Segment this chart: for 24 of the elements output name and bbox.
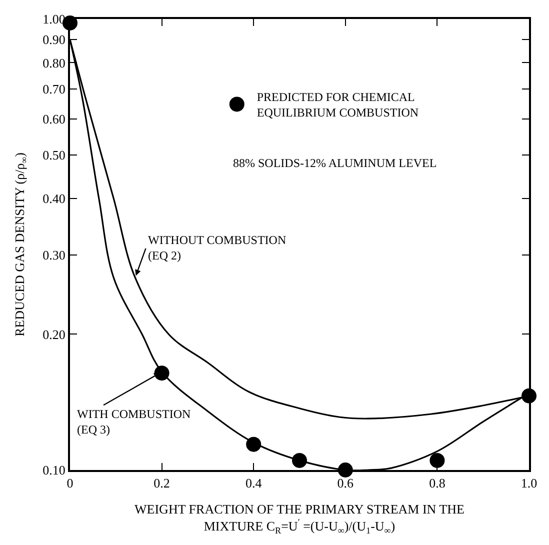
y-tick-label: 0.60 bbox=[42, 112, 66, 127]
x-tick-label: 0.6 bbox=[337, 476, 354, 491]
x-tick-label: 0.4 bbox=[245, 476, 262, 491]
point bbox=[246, 436, 262, 452]
point bbox=[430, 452, 445, 468]
y-tick-label: 0.80 bbox=[42, 55, 66, 70]
y-tick-label: 0.70 bbox=[42, 81, 66, 96]
series-label: WITHOUT COMBUSTION (EQ 2) bbox=[148, 233, 286, 263]
y-tick-label: 0.30 bbox=[42, 247, 66, 262]
x-tick-label: 0.8 bbox=[429, 476, 446, 491]
point bbox=[154, 366, 170, 381]
x-tick-label: 1.0 bbox=[520, 476, 538, 491]
annotation: 88% SOLIDS-12% ALUMINUM LEVEL bbox=[233, 156, 437, 170]
text: WEIGHT FRACTION OF THE PRIMARY STREAM IN THE MIXTURE C$_{R}$=U$^{′}$ =(U-U$_{∞}$)/(U$_{1}$-U$_{∞}$) bbox=[134, 502, 464, 536]
y-tick-label: 0.90 bbox=[42, 32, 66, 48]
series-label: WITH COMBUSTION (EQ 3) bbox=[77, 407, 191, 437]
y-tick-label: 0.10 bbox=[42, 462, 66, 478]
y-tick-label: 0.50 bbox=[42, 147, 66, 162]
y-tick-label: 0.40 bbox=[42, 191, 66, 206]
y-tick-label: 0.20 bbox=[42, 326, 66, 342]
point bbox=[292, 452, 307, 468]
x-tick-label: 0.2 bbox=[154, 476, 170, 491]
legend-label: PREDICTED FOR CHEMICAL EQUILIBRIUM COMBUSTION bbox=[256, 90, 419, 120]
x-tick-label: 0 bbox=[66, 476, 74, 491]
